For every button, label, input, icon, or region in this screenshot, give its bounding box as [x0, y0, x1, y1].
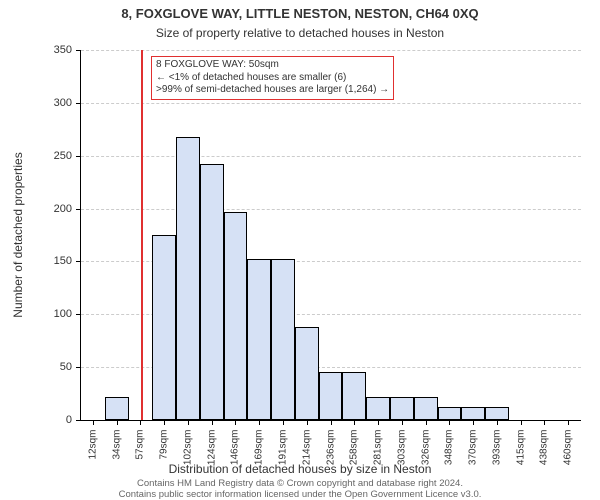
- xtick-mark: [283, 420, 284, 425]
- xtick-mark: [188, 420, 189, 425]
- ytick-label: 150: [54, 255, 72, 267]
- y-tick-labels: 050100150200250300350: [30, 50, 78, 420]
- x-axis-label: Distribution of detached houses by size …: [0, 462, 600, 476]
- marker-line: [141, 50, 143, 420]
- xtick-mark: [235, 420, 236, 425]
- xtick-mark: [307, 420, 308, 425]
- ytick-mark: [76, 50, 81, 51]
- histogram-bar: [366, 397, 390, 420]
- ytick-label: 100: [54, 308, 72, 320]
- xtick-mark: [164, 420, 165, 425]
- histogram-bar: [485, 407, 509, 420]
- ytick-label: 250: [54, 150, 72, 162]
- histogram-bar: [319, 372, 343, 420]
- xtick-mark: [521, 420, 522, 425]
- histogram-bar: [390, 397, 414, 420]
- xtick-mark: [93, 420, 94, 425]
- histogram-bar: [295, 327, 319, 420]
- xtick-mark: [544, 420, 545, 425]
- ytick-mark: [76, 367, 81, 368]
- ytick-mark: [76, 314, 81, 315]
- chart-subtitle: Size of property relative to detached ho…: [0, 26, 600, 40]
- annotation-box: 8 FOXGLOVE WAY: 50sqm ← <1% of detached …: [151, 56, 394, 100]
- gridline: [81, 156, 581, 157]
- footer-line2: Contains public sector information licen…: [0, 489, 600, 500]
- gridline: [81, 50, 581, 51]
- xtick-mark: [354, 420, 355, 425]
- ytick-label: 300: [54, 97, 72, 109]
- histogram-bar: [342, 372, 366, 420]
- histogram-bar: [438, 407, 462, 420]
- chart-container: 8, FOXGLOVE WAY, LITTLE NESTON, NESTON, …: [0, 0, 600, 500]
- plot-area: 12sqm34sqm57sqm79sqm102sqm124sqm146sqm16…: [80, 50, 581, 421]
- xtick-mark: [259, 420, 260, 425]
- xtick-label: 348sqm: [444, 430, 455, 466]
- histogram-bar: [271, 259, 295, 420]
- xtick-mark: [140, 420, 141, 425]
- ytick-mark: [76, 420, 81, 421]
- annotation-line1: 8 FOXGLOVE WAY: 50sqm: [156, 59, 389, 72]
- xtick-label: 438sqm: [539, 430, 550, 466]
- xtick-mark: [473, 420, 474, 425]
- histogram-bar: [200, 164, 224, 420]
- xtick-label: 34sqm: [111, 430, 122, 460]
- chart-title: 8, FOXGLOVE WAY, LITTLE NESTON, NESTON, …: [0, 6, 600, 21]
- xtick-label: 124sqm: [206, 430, 217, 466]
- histogram-bar: [105, 397, 129, 420]
- xtick-mark: [402, 420, 403, 425]
- xtick-label: 460sqm: [563, 430, 574, 466]
- xtick-mark: [568, 420, 569, 425]
- xtick-label: 191sqm: [278, 430, 289, 466]
- xtick-label: 415sqm: [515, 430, 526, 466]
- xtick-label: 393sqm: [491, 430, 502, 466]
- xtick-label: 236sqm: [325, 430, 336, 466]
- annotation-line2: ← <1% of detached houses are smaller (6): [156, 72, 389, 85]
- ytick-mark: [76, 156, 81, 157]
- gridline: [81, 209, 581, 210]
- xtick-mark: [212, 420, 213, 425]
- histogram-bar: [224, 212, 248, 420]
- gridline: [81, 103, 581, 104]
- ytick-label: 0: [66, 414, 72, 426]
- xtick-label: 12sqm: [87, 430, 98, 460]
- histogram-bar: [247, 259, 271, 420]
- xtick-mark: [449, 420, 450, 425]
- xtick-mark: [378, 420, 379, 425]
- xtick-mark: [331, 420, 332, 425]
- ytick-mark: [76, 103, 81, 104]
- xtick-mark: [497, 420, 498, 425]
- ytick-mark: [76, 209, 81, 210]
- histogram-bar: [152, 235, 176, 420]
- xtick-label: 214sqm: [301, 430, 312, 466]
- ytick-label: 50: [60, 361, 72, 373]
- xtick-mark: [426, 420, 427, 425]
- xtick-label: 326sqm: [420, 430, 431, 466]
- xtick-label: 57sqm: [135, 430, 146, 460]
- ytick-mark: [76, 261, 81, 262]
- histogram-bar: [414, 397, 438, 420]
- y-axis-label: Number of detached properties: [11, 152, 25, 317]
- histogram-bar: [461, 407, 485, 420]
- ytick-label: 350: [54, 44, 72, 56]
- annotation-line3: >99% of semi-detached houses are larger …: [156, 84, 389, 97]
- xtick-mark: [117, 420, 118, 425]
- xtick-label: 258sqm: [349, 430, 360, 466]
- xtick-label: 102sqm: [182, 430, 193, 466]
- xtick-label: 281sqm: [373, 430, 384, 466]
- xtick-label: 169sqm: [254, 430, 265, 466]
- xtick-label: 370sqm: [468, 430, 479, 466]
- xtick-label: 146sqm: [230, 430, 241, 466]
- ytick-label: 200: [54, 203, 72, 215]
- footer: Contains HM Land Registry data © Crown c…: [0, 478, 600, 500]
- histogram-bar: [176, 137, 200, 420]
- footer-line1: Contains HM Land Registry data © Crown c…: [0, 478, 600, 489]
- xtick-label: 79sqm: [159, 430, 170, 460]
- xtick-label: 303sqm: [396, 430, 407, 466]
